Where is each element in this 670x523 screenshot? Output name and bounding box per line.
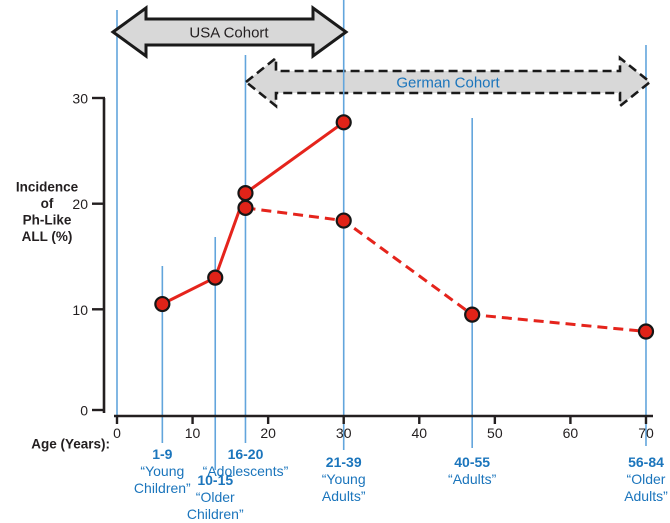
german-series-line (245, 206, 647, 333)
age-group-name-line: Children” (187, 506, 244, 522)
age-group-name-line: Adults” (624, 488, 668, 504)
age-group-name-line: “Adults” (448, 471, 497, 487)
age-group-name-line: “Older (627, 471, 666, 487)
german-cohort-arrow-label: German Cohort (396, 75, 500, 92)
age-group-range: 1-9 (152, 446, 172, 462)
age-group-range: 21-39 (326, 454, 362, 470)
usa-series-line (161, 121, 345, 306)
age-group-range: 10-15 (197, 472, 233, 488)
x-tick-label: 40 (411, 425, 427, 441)
age-group-name-line: “Adolescents” (203, 463, 289, 479)
x-axis-title: Age (Years): (31, 437, 110, 452)
age-group-range: 16-20 (228, 446, 264, 462)
german-data-point (637, 323, 655, 340)
x-tick-label: 30 (336, 425, 352, 441)
age-group-name-line: Adults” (322, 488, 366, 504)
y-tick-label: 10 (72, 302, 88, 318)
x-tick-label: 60 (563, 425, 579, 441)
x-tick-label: 70 (638, 425, 654, 441)
german-data-point (335, 212, 352, 229)
usa-cohort-arrow-label: USA Cohort (189, 25, 269, 42)
age-group-range: 56-84 (628, 454, 664, 470)
usa-data-point (207, 269, 224, 286)
german-cohort-arrow (243, 55, 653, 109)
y-tick-label: 20 (72, 196, 88, 212)
y-axis-title-line: of (41, 196, 54, 211)
age-group-name-line: “Young (322, 471, 366, 487)
x-tick-label: 20 (260, 425, 276, 441)
age-group-name-line: Children” (134, 480, 191, 496)
usa-cohort-arrow (110, 5, 349, 59)
y-axis-title-line: Incidence (16, 180, 79, 195)
usa-data-point (237, 184, 254, 202)
y-tick-label: 0 (80, 403, 88, 419)
y-tick-label: 30 (72, 91, 88, 107)
x-tick-label: 10 (185, 425, 201, 441)
usa-data-point (335, 114, 352, 131)
german-data-point (464, 306, 481, 323)
x-tick-label: 0 (113, 425, 121, 441)
age-group-name-line: “Young (140, 463, 184, 479)
usa-data-point (154, 295, 171, 313)
x-tick-label: 50 (487, 425, 503, 441)
age-group-name-line: “Older (196, 489, 235, 505)
german-data-point (237, 199, 254, 216)
y-axis-title-line: ALL (%) (22, 229, 73, 244)
age-group-range: 40-55 (454, 454, 490, 470)
y-axis-title-line: Ph-Like (23, 213, 72, 228)
